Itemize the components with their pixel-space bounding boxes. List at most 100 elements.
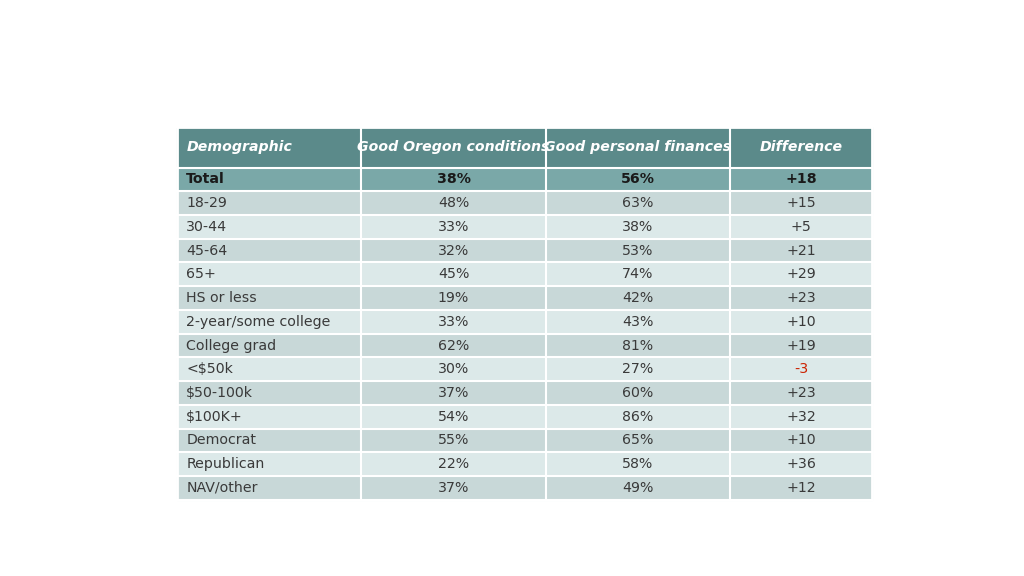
Text: Good Oregon conditions: Good Oregon conditions [357, 140, 550, 154]
Text: 48%: 48% [438, 196, 469, 210]
Text: 43%: 43% [623, 315, 653, 329]
Text: +18: +18 [785, 172, 817, 187]
Text: +23: +23 [786, 291, 816, 305]
Bar [177, 334, 361, 357]
Text: $50-100k: $50-100k [186, 386, 253, 400]
Text: $100K+: $100K+ [186, 410, 243, 424]
Text: +10: +10 [786, 315, 816, 329]
Bar [177, 239, 361, 263]
Text: 32%: 32% [438, 244, 469, 257]
Bar [361, 334, 546, 357]
Bar [177, 357, 361, 381]
Bar [730, 429, 872, 452]
Bar [730, 168, 872, 191]
Bar [546, 334, 730, 357]
Text: 86%: 86% [623, 410, 653, 424]
Text: 81%: 81% [623, 339, 653, 353]
Bar [177, 127, 872, 500]
Bar [361, 286, 546, 310]
Bar [546, 127, 730, 168]
Text: Democrat: Democrat [186, 434, 256, 448]
Text: +23: +23 [786, 386, 816, 400]
Text: +10: +10 [786, 434, 816, 448]
Text: 55%: 55% [438, 434, 469, 448]
Text: 54%: 54% [438, 410, 469, 424]
Text: 38%: 38% [623, 220, 653, 234]
Bar [546, 286, 730, 310]
Bar [546, 239, 730, 263]
Text: 42%: 42% [623, 291, 653, 305]
Bar [361, 310, 546, 334]
Bar [730, 286, 872, 310]
Bar [177, 476, 361, 500]
Text: +36: +36 [786, 457, 816, 471]
Text: 60%: 60% [623, 386, 653, 400]
Text: 22%: 22% [438, 457, 469, 471]
Text: 63%: 63% [623, 196, 653, 210]
Bar [177, 405, 361, 429]
Bar [546, 405, 730, 429]
Bar [546, 381, 730, 405]
Bar [177, 452, 361, 476]
Bar [361, 357, 546, 381]
Text: Good personal finances: Good personal finances [544, 140, 731, 154]
Text: 58%: 58% [623, 457, 653, 471]
Text: 49%: 49% [623, 481, 653, 495]
Text: 30-44: 30-44 [186, 220, 227, 234]
Text: HS or less: HS or less [186, 291, 257, 305]
Bar [361, 263, 546, 286]
Bar [361, 127, 546, 168]
Bar [177, 215, 361, 239]
Bar [730, 127, 872, 168]
Text: 74%: 74% [623, 267, 653, 281]
Bar [730, 191, 872, 215]
Text: +12: +12 [786, 481, 816, 495]
Text: -3: -3 [794, 362, 808, 376]
Text: 2-year/some college: 2-year/some college [186, 315, 331, 329]
Text: +19: +19 [786, 339, 816, 353]
Text: +21: +21 [786, 244, 816, 257]
Text: 18-29: 18-29 [186, 196, 227, 210]
Text: 33%: 33% [438, 315, 469, 329]
Text: +5: +5 [791, 220, 812, 234]
Bar [177, 429, 361, 452]
Text: +29: +29 [786, 267, 816, 281]
Bar [546, 310, 730, 334]
Bar [361, 215, 546, 239]
Text: 56%: 56% [621, 172, 654, 187]
Text: 62%: 62% [438, 339, 469, 353]
Bar [730, 263, 872, 286]
Bar [546, 357, 730, 381]
Bar [361, 405, 546, 429]
Bar [361, 381, 546, 405]
Text: 37%: 37% [438, 481, 469, 495]
Bar [546, 429, 730, 452]
Text: Total: Total [186, 172, 225, 187]
Bar [177, 381, 361, 405]
Text: 27%: 27% [623, 362, 653, 376]
Bar [730, 215, 872, 239]
Bar [361, 429, 546, 452]
Text: 65+: 65+ [186, 267, 216, 281]
Bar [361, 239, 546, 263]
Text: 19%: 19% [438, 291, 469, 305]
Text: <$50k: <$50k [186, 362, 233, 376]
Text: Demographic: Demographic [186, 140, 292, 154]
Bar [730, 357, 872, 381]
Bar [546, 452, 730, 476]
Bar [730, 452, 872, 476]
Text: College grad: College grad [186, 339, 276, 353]
Bar [177, 310, 361, 334]
Text: 38%: 38% [436, 172, 471, 187]
Bar [730, 405, 872, 429]
Bar [177, 168, 361, 191]
Text: Republican: Republican [186, 457, 264, 471]
Text: 45-64: 45-64 [186, 244, 227, 257]
Bar [730, 239, 872, 263]
Bar [361, 452, 546, 476]
Bar [730, 310, 872, 334]
Bar [177, 286, 361, 310]
Text: 30%: 30% [438, 362, 469, 376]
Bar [730, 381, 872, 405]
Bar [546, 215, 730, 239]
